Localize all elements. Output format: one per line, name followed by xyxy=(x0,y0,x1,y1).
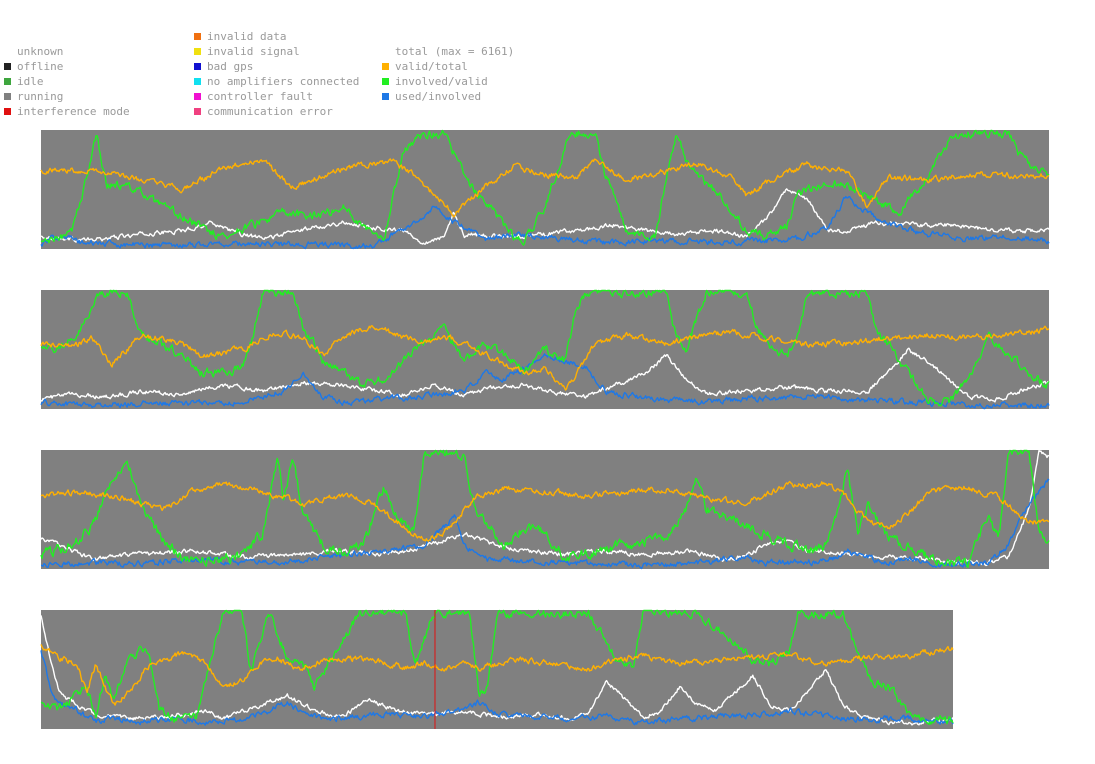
legend-swatch-bad-gps xyxy=(194,63,201,70)
chart-row-2 xyxy=(40,289,1050,410)
legend-swatch-interference-mode xyxy=(4,108,11,115)
legend-swatch-involved-valid xyxy=(382,78,389,85)
chart-row-3 xyxy=(40,449,1050,570)
chart-row-4 xyxy=(40,609,954,729)
chart-row-4-series-involved-valid xyxy=(40,609,954,726)
chart-row-4-series-used-involved xyxy=(40,650,954,726)
chart-row-3-running-background xyxy=(41,450,1049,569)
chart-row-1-series-involved-valid xyxy=(40,129,1050,246)
legend-label-involved-valid: involved/valid xyxy=(395,75,488,88)
chart-row-2-series-total xyxy=(40,347,1050,403)
chart-row-2-series-valid-total xyxy=(40,325,1050,391)
legend-label-valid-total: valid/total xyxy=(395,60,468,73)
legend-label-running: running xyxy=(17,90,64,103)
legend-swatch-used-involved xyxy=(382,93,389,100)
legend-swatch-running xyxy=(4,93,11,100)
legend-label-no-amplifiers-connected: no amplifiers connected xyxy=(207,75,360,88)
legend-label-total: total (max = 6161) xyxy=(395,45,515,58)
chart-row-2-series-involved-valid xyxy=(40,289,1050,407)
chart-row-4-running-background xyxy=(41,610,953,729)
legend-label-invalid-data: invalid data xyxy=(207,30,287,43)
legend-swatch-valid-total xyxy=(382,63,389,70)
legend-label-communication-error: communication error xyxy=(207,105,333,118)
chart-row-1-series-valid-total xyxy=(40,158,1050,218)
chart-row-3-series-valid-total xyxy=(40,480,1050,542)
chart-row-4-series-valid-total xyxy=(40,644,954,706)
legend-label-used-involved: used/involved xyxy=(395,90,482,103)
legend-swatch-no-amplifiers-connected xyxy=(194,78,201,85)
chart-row-1-running-background xyxy=(41,130,1049,249)
legend-label-idle: idle xyxy=(17,75,44,88)
legend-label-bad-gps: bad gps xyxy=(207,60,254,73)
legend-label-offline: offline xyxy=(17,60,64,73)
legend-swatch-controller-fault xyxy=(194,93,201,100)
chart-row-1-series-used-involved xyxy=(40,195,1050,250)
legend-label-unknown: unknown xyxy=(17,45,64,58)
chart-row-2-series-used-involved xyxy=(40,353,1050,410)
chart-row-3-series-total xyxy=(40,449,1050,567)
legend-swatch-invalid-signal xyxy=(194,48,201,55)
legend-label-interference-mode: interference mode xyxy=(17,105,130,118)
legend-swatch-offline xyxy=(4,63,11,70)
legend-swatch-communication-error xyxy=(194,108,201,115)
chart-row-1 xyxy=(40,129,1050,250)
legend-swatch-idle xyxy=(4,78,11,85)
legend-label-controller-fault: controller fault xyxy=(207,90,313,103)
legend-swatch-invalid-data xyxy=(194,33,201,40)
chart-row-3-series-involved-valid xyxy=(40,449,1050,569)
legend-label-invalid-signal: invalid signal xyxy=(207,45,300,58)
